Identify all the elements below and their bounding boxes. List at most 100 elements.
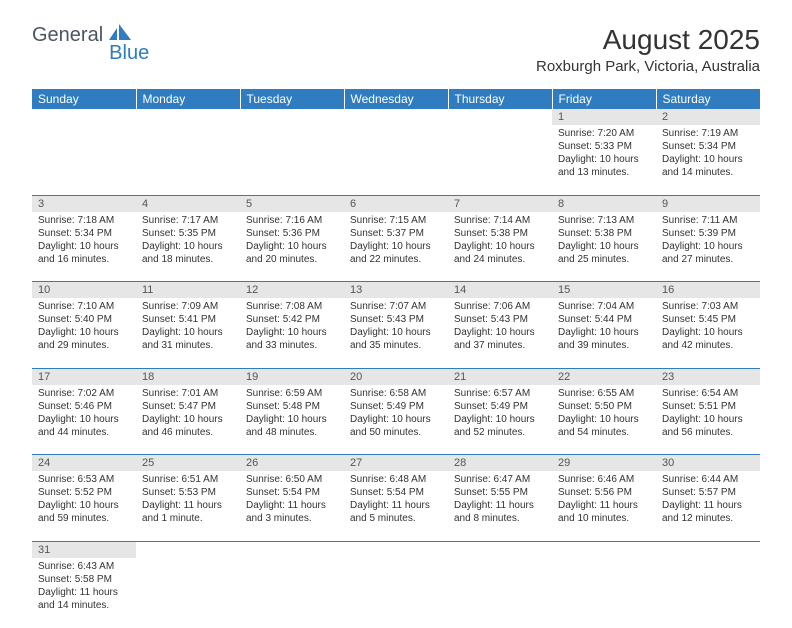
- day-details-cell: Sunrise: 7:09 AMSunset: 5:41 PMDaylight:…: [136, 298, 240, 368]
- daylight-text: Daylight: 10 hours and 37 minutes.: [454, 326, 546, 352]
- details-row: Sunrise: 7:18 AMSunset: 5:34 PMDaylight:…: [32, 212, 760, 282]
- sunrise-text: Sunrise: 7:10 AM: [38, 300, 130, 313]
- sunrise-text: Sunrise: 7:08 AM: [246, 300, 338, 313]
- details-row: Sunrise: 6:53 AMSunset: 5:52 PMDaylight:…: [32, 471, 760, 541]
- day-number-cell: 24: [32, 455, 136, 472]
- day-number-cell: 11: [136, 282, 240, 299]
- day-details-cell: [344, 558, 448, 628]
- weekday-header: Friday: [552, 89, 656, 109]
- sunrise-text: Sunrise: 7:20 AM: [558, 127, 650, 140]
- day-details-cell: Sunrise: 6:47 AMSunset: 5:55 PMDaylight:…: [448, 471, 552, 541]
- weekday-header: Tuesday: [240, 89, 344, 109]
- brand-logo: General Blue: [32, 24, 149, 65]
- daylight-text: Daylight: 10 hours and 22 minutes.: [350, 240, 442, 266]
- sunrise-text: Sunrise: 7:17 AM: [142, 214, 234, 227]
- day-details-cell: Sunrise: 7:13 AMSunset: 5:38 PMDaylight:…: [552, 212, 656, 282]
- daylight-text: Daylight: 10 hours and 25 minutes.: [558, 240, 650, 266]
- day-details-cell: Sunrise: 6:59 AMSunset: 5:48 PMDaylight:…: [240, 385, 344, 455]
- page-title: August 2025: [536, 24, 760, 56]
- details-row: Sunrise: 7:20 AMSunset: 5:33 PMDaylight:…: [32, 125, 760, 195]
- sunset-text: Sunset: 5:34 PM: [38, 227, 130, 240]
- sunrise-text: Sunrise: 7:13 AM: [558, 214, 650, 227]
- daynum-row: 12: [32, 109, 760, 125]
- sunset-text: Sunset: 5:49 PM: [454, 400, 546, 413]
- sunrise-text: Sunrise: 6:43 AM: [38, 560, 130, 573]
- sunrise-text: Sunrise: 6:58 AM: [350, 387, 442, 400]
- day-number-cell: 4: [136, 195, 240, 212]
- day-number-cell: 1: [552, 109, 656, 125]
- sunrise-text: Sunrise: 6:55 AM: [558, 387, 650, 400]
- day-details-cell: [136, 125, 240, 195]
- day-number-cell: 13: [344, 282, 448, 299]
- day-number-cell: [656, 541, 760, 558]
- title-block: August 2025 Roxburgh Park, Victoria, Aus…: [536, 24, 760, 75]
- weekday-header: Wednesday: [344, 89, 448, 109]
- day-details-cell: Sunrise: 6:51 AMSunset: 5:53 PMDaylight:…: [136, 471, 240, 541]
- day-details-cell: Sunrise: 7:04 AMSunset: 5:44 PMDaylight:…: [552, 298, 656, 368]
- day-number-cell: 20: [344, 368, 448, 385]
- sunset-text: Sunset: 5:35 PM: [142, 227, 234, 240]
- sunset-text: Sunset: 5:48 PM: [246, 400, 338, 413]
- daylight-text: Daylight: 10 hours and 42 minutes.: [662, 326, 754, 352]
- day-number-cell: [32, 109, 136, 125]
- day-details-cell: Sunrise: 7:01 AMSunset: 5:47 PMDaylight:…: [136, 385, 240, 455]
- day-number-cell: 15: [552, 282, 656, 299]
- day-number-cell: 27: [344, 455, 448, 472]
- sunset-text: Sunset: 5:50 PM: [558, 400, 650, 413]
- day-details-cell: [240, 125, 344, 195]
- day-details-cell: Sunrise: 7:17 AMSunset: 5:35 PMDaylight:…: [136, 212, 240, 282]
- sunrise-text: Sunrise: 7:14 AM: [454, 214, 546, 227]
- calendar-table: Sunday Monday Tuesday Wednesday Thursday…: [32, 89, 760, 628]
- day-number-cell: [344, 109, 448, 125]
- day-number-cell: 31: [32, 541, 136, 558]
- sunset-text: Sunset: 5:49 PM: [350, 400, 442, 413]
- daylight-text: Daylight: 10 hours and 24 minutes.: [454, 240, 546, 266]
- sunrise-text: Sunrise: 7:01 AM: [142, 387, 234, 400]
- sunrise-text: Sunrise: 6:51 AM: [142, 473, 234, 486]
- sunset-text: Sunset: 5:54 PM: [246, 486, 338, 499]
- sunrise-text: Sunrise: 7:11 AM: [662, 214, 754, 227]
- day-number-cell: 21: [448, 368, 552, 385]
- sunset-text: Sunset: 5:44 PM: [558, 313, 650, 326]
- day-number-cell: [344, 541, 448, 558]
- daynum-row: 24252627282930: [32, 455, 760, 472]
- weekday-header: Thursday: [448, 89, 552, 109]
- daylight-text: Daylight: 10 hours and 16 minutes.: [38, 240, 130, 266]
- day-number-cell: [448, 109, 552, 125]
- details-row: Sunrise: 7:10 AMSunset: 5:40 PMDaylight:…: [32, 298, 760, 368]
- sunrise-text: Sunrise: 7:09 AM: [142, 300, 234, 313]
- day-details-cell: Sunrise: 6:57 AMSunset: 5:49 PMDaylight:…: [448, 385, 552, 455]
- daylight-text: Daylight: 10 hours and 56 minutes.: [662, 413, 754, 439]
- day-number-cell: [136, 541, 240, 558]
- sunrise-text: Sunrise: 6:48 AM: [350, 473, 442, 486]
- sunset-text: Sunset: 5:45 PM: [662, 313, 754, 326]
- sunrise-text: Sunrise: 7:03 AM: [662, 300, 754, 313]
- daylight-text: Daylight: 10 hours and 14 minutes.: [662, 153, 754, 179]
- sunset-text: Sunset: 5:43 PM: [350, 313, 442, 326]
- day-details-cell: Sunrise: 7:08 AMSunset: 5:42 PMDaylight:…: [240, 298, 344, 368]
- daylight-text: Daylight: 10 hours and 39 minutes.: [558, 326, 650, 352]
- sunset-text: Sunset: 5:39 PM: [662, 227, 754, 240]
- daynum-row: 31: [32, 541, 760, 558]
- sunrise-text: Sunrise: 7:19 AM: [662, 127, 754, 140]
- day-number-cell: 18: [136, 368, 240, 385]
- daylight-text: Daylight: 10 hours and 20 minutes.: [246, 240, 338, 266]
- daylight-text: Daylight: 10 hours and 54 minutes.: [558, 413, 650, 439]
- day-details-cell: Sunrise: 7:19 AMSunset: 5:34 PMDaylight:…: [656, 125, 760, 195]
- sunrise-text: Sunrise: 7:04 AM: [558, 300, 650, 313]
- daylight-text: Daylight: 11 hours and 12 minutes.: [662, 499, 754, 525]
- day-details-cell: [448, 125, 552, 195]
- daylight-text: Daylight: 11 hours and 1 minute.: [142, 499, 234, 525]
- sunrise-text: Sunrise: 6:46 AM: [558, 473, 650, 486]
- sunrise-text: Sunrise: 7:07 AM: [350, 300, 442, 313]
- day-details-cell: Sunrise: 7:10 AMSunset: 5:40 PMDaylight:…: [32, 298, 136, 368]
- day-details-cell: Sunrise: 7:16 AMSunset: 5:36 PMDaylight:…: [240, 212, 344, 282]
- daylight-text: Daylight: 11 hours and 3 minutes.: [246, 499, 338, 525]
- sunrise-text: Sunrise: 6:57 AM: [454, 387, 546, 400]
- day-details-cell: Sunrise: 7:06 AMSunset: 5:43 PMDaylight:…: [448, 298, 552, 368]
- calendar-body: 12Sunrise: 7:20 AMSunset: 5:33 PMDayligh…: [32, 109, 760, 628]
- brand-part1: General: [32, 24, 103, 47]
- day-number-cell: [136, 109, 240, 125]
- daylight-text: Daylight: 10 hours and 33 minutes.: [246, 326, 338, 352]
- weekday-header: Sunday: [32, 89, 136, 109]
